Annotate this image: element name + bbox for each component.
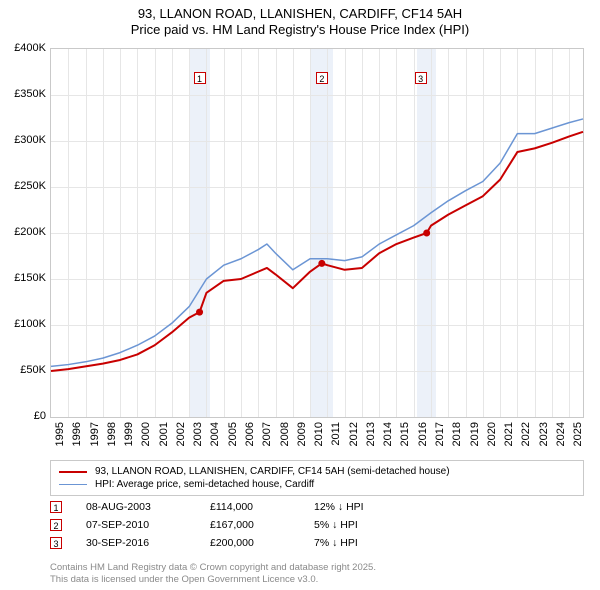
footer-line-2: This data is licensed under the Open Gov… bbox=[50, 574, 584, 586]
legend-swatch bbox=[59, 471, 87, 473]
series-line-price_paid bbox=[51, 132, 583, 371]
x-tick-label: 2001 bbox=[158, 422, 170, 446]
event-row: 1 08-AUG-2003 £114,000 12% ↓ HPI bbox=[50, 498, 584, 516]
y-tick-label: £100K bbox=[0, 318, 46, 330]
chart-plot-area: 1 2 3 bbox=[50, 48, 584, 418]
y-tick-label: £300K bbox=[0, 134, 46, 146]
series-marker bbox=[196, 309, 203, 316]
x-tick-label: 2017 bbox=[434, 422, 446, 446]
x-tick-label: 2007 bbox=[261, 422, 273, 446]
x-tick-label: 2014 bbox=[382, 422, 394, 446]
x-tick-label: 2025 bbox=[572, 422, 584, 446]
y-tick-label: £150K bbox=[0, 272, 46, 284]
series-line-hpi bbox=[51, 119, 583, 366]
y-tick-label: £400K bbox=[0, 42, 46, 54]
legend-row: 93, LLANON ROAD, LLANISHEN, CARDIFF, CF1… bbox=[59, 465, 575, 478]
chart-svg bbox=[51, 49, 583, 417]
callout-marker: 1 bbox=[194, 72, 206, 84]
event-price: £200,000 bbox=[210, 537, 290, 549]
event-price: £114,000 bbox=[210, 501, 290, 513]
y-tick-label: £50K bbox=[0, 364, 46, 376]
event-date: 30-SEP-2016 bbox=[86, 537, 186, 549]
x-tick-label: 2012 bbox=[348, 422, 360, 446]
y-tick-label: £0 bbox=[0, 410, 46, 422]
legend-label: HPI: Average price, semi-detached house,… bbox=[95, 479, 314, 490]
x-tick-label: 1999 bbox=[123, 422, 135, 446]
event-date: 07-SEP-2010 bbox=[86, 519, 186, 531]
y-tick-label: £200K bbox=[0, 226, 46, 238]
callout-marker: 2 bbox=[316, 72, 328, 84]
series-marker bbox=[423, 230, 430, 237]
x-tick-label: 1996 bbox=[71, 422, 83, 446]
x-tick-label: 2000 bbox=[140, 422, 152, 446]
event-delta: 12% ↓ HPI bbox=[314, 501, 364, 513]
legend-label: 93, LLANON ROAD, LLANISHEN, CARDIFF, CF1… bbox=[95, 466, 450, 477]
event-price: £167,000 bbox=[210, 519, 290, 531]
event-marker-box: 2 bbox=[50, 519, 62, 531]
x-tick-label: 2024 bbox=[555, 422, 567, 446]
x-tick-label: 2023 bbox=[538, 422, 550, 446]
chart-container: 93, LLANON ROAD, LLANISHEN, CARDIFF, CF1… bbox=[0, 0, 600, 590]
x-tick-label: 2021 bbox=[503, 422, 515, 446]
x-tick-label: 2009 bbox=[296, 422, 308, 446]
legend-row: HPI: Average price, semi-detached house,… bbox=[59, 478, 575, 491]
x-tick-label: 1997 bbox=[89, 422, 101, 446]
x-tick-label: 2020 bbox=[486, 422, 498, 446]
event-delta: 7% ↓ HPI bbox=[314, 537, 358, 549]
legend-box: 93, LLANON ROAD, LLANISHEN, CARDIFF, CF1… bbox=[50, 460, 584, 496]
legend-swatch bbox=[59, 484, 87, 485]
events-table: 1 08-AUG-2003 £114,000 12% ↓ HPI 2 07-SE… bbox=[50, 498, 584, 552]
x-tick-label: 2016 bbox=[417, 422, 429, 446]
title-line-1: 93, LLANON ROAD, LLANISHEN, CARDIFF, CF1… bbox=[0, 6, 600, 22]
y-tick-label: £350K bbox=[0, 88, 46, 100]
y-tick-label: £250K bbox=[0, 180, 46, 192]
x-tick-label: 1995 bbox=[54, 422, 66, 446]
x-tick-label: 2005 bbox=[227, 422, 239, 446]
event-marker-box: 1 bbox=[50, 501, 62, 513]
event-marker-box: 3 bbox=[50, 537, 62, 549]
footer-line-1: Contains HM Land Registry data © Crown c… bbox=[50, 562, 584, 574]
series-marker bbox=[318, 260, 325, 267]
event-row: 2 07-SEP-2010 £167,000 5% ↓ HPI bbox=[50, 516, 584, 534]
x-tick-label: 2006 bbox=[244, 422, 256, 446]
x-tick-label: 1998 bbox=[106, 422, 118, 446]
x-tick-label: 2002 bbox=[175, 422, 187, 446]
x-tick-label: 2015 bbox=[399, 422, 411, 446]
x-tick-label: 2018 bbox=[451, 422, 463, 446]
x-tick-label: 2022 bbox=[520, 422, 532, 446]
event-date: 08-AUG-2003 bbox=[86, 501, 186, 513]
footer-attribution: Contains HM Land Registry data © Crown c… bbox=[50, 562, 584, 586]
title-line-2: Price paid vs. HM Land Registry's House … bbox=[0, 22, 600, 38]
x-tick-label: 2008 bbox=[279, 422, 291, 446]
title-block: 93, LLANON ROAD, LLANISHEN, CARDIFF, CF1… bbox=[0, 0, 600, 39]
callout-marker: 3 bbox=[415, 72, 427, 84]
x-tick-label: 2003 bbox=[192, 422, 204, 446]
x-tick-label: 2019 bbox=[469, 422, 481, 446]
event-delta: 5% ↓ HPI bbox=[314, 519, 358, 531]
event-row: 3 30-SEP-2016 £200,000 7% ↓ HPI bbox=[50, 534, 584, 552]
x-tick-label: 2004 bbox=[209, 422, 221, 446]
x-tick-label: 2010 bbox=[313, 422, 325, 446]
x-tick-label: 2013 bbox=[365, 422, 377, 446]
x-tick-label: 2011 bbox=[330, 422, 342, 446]
